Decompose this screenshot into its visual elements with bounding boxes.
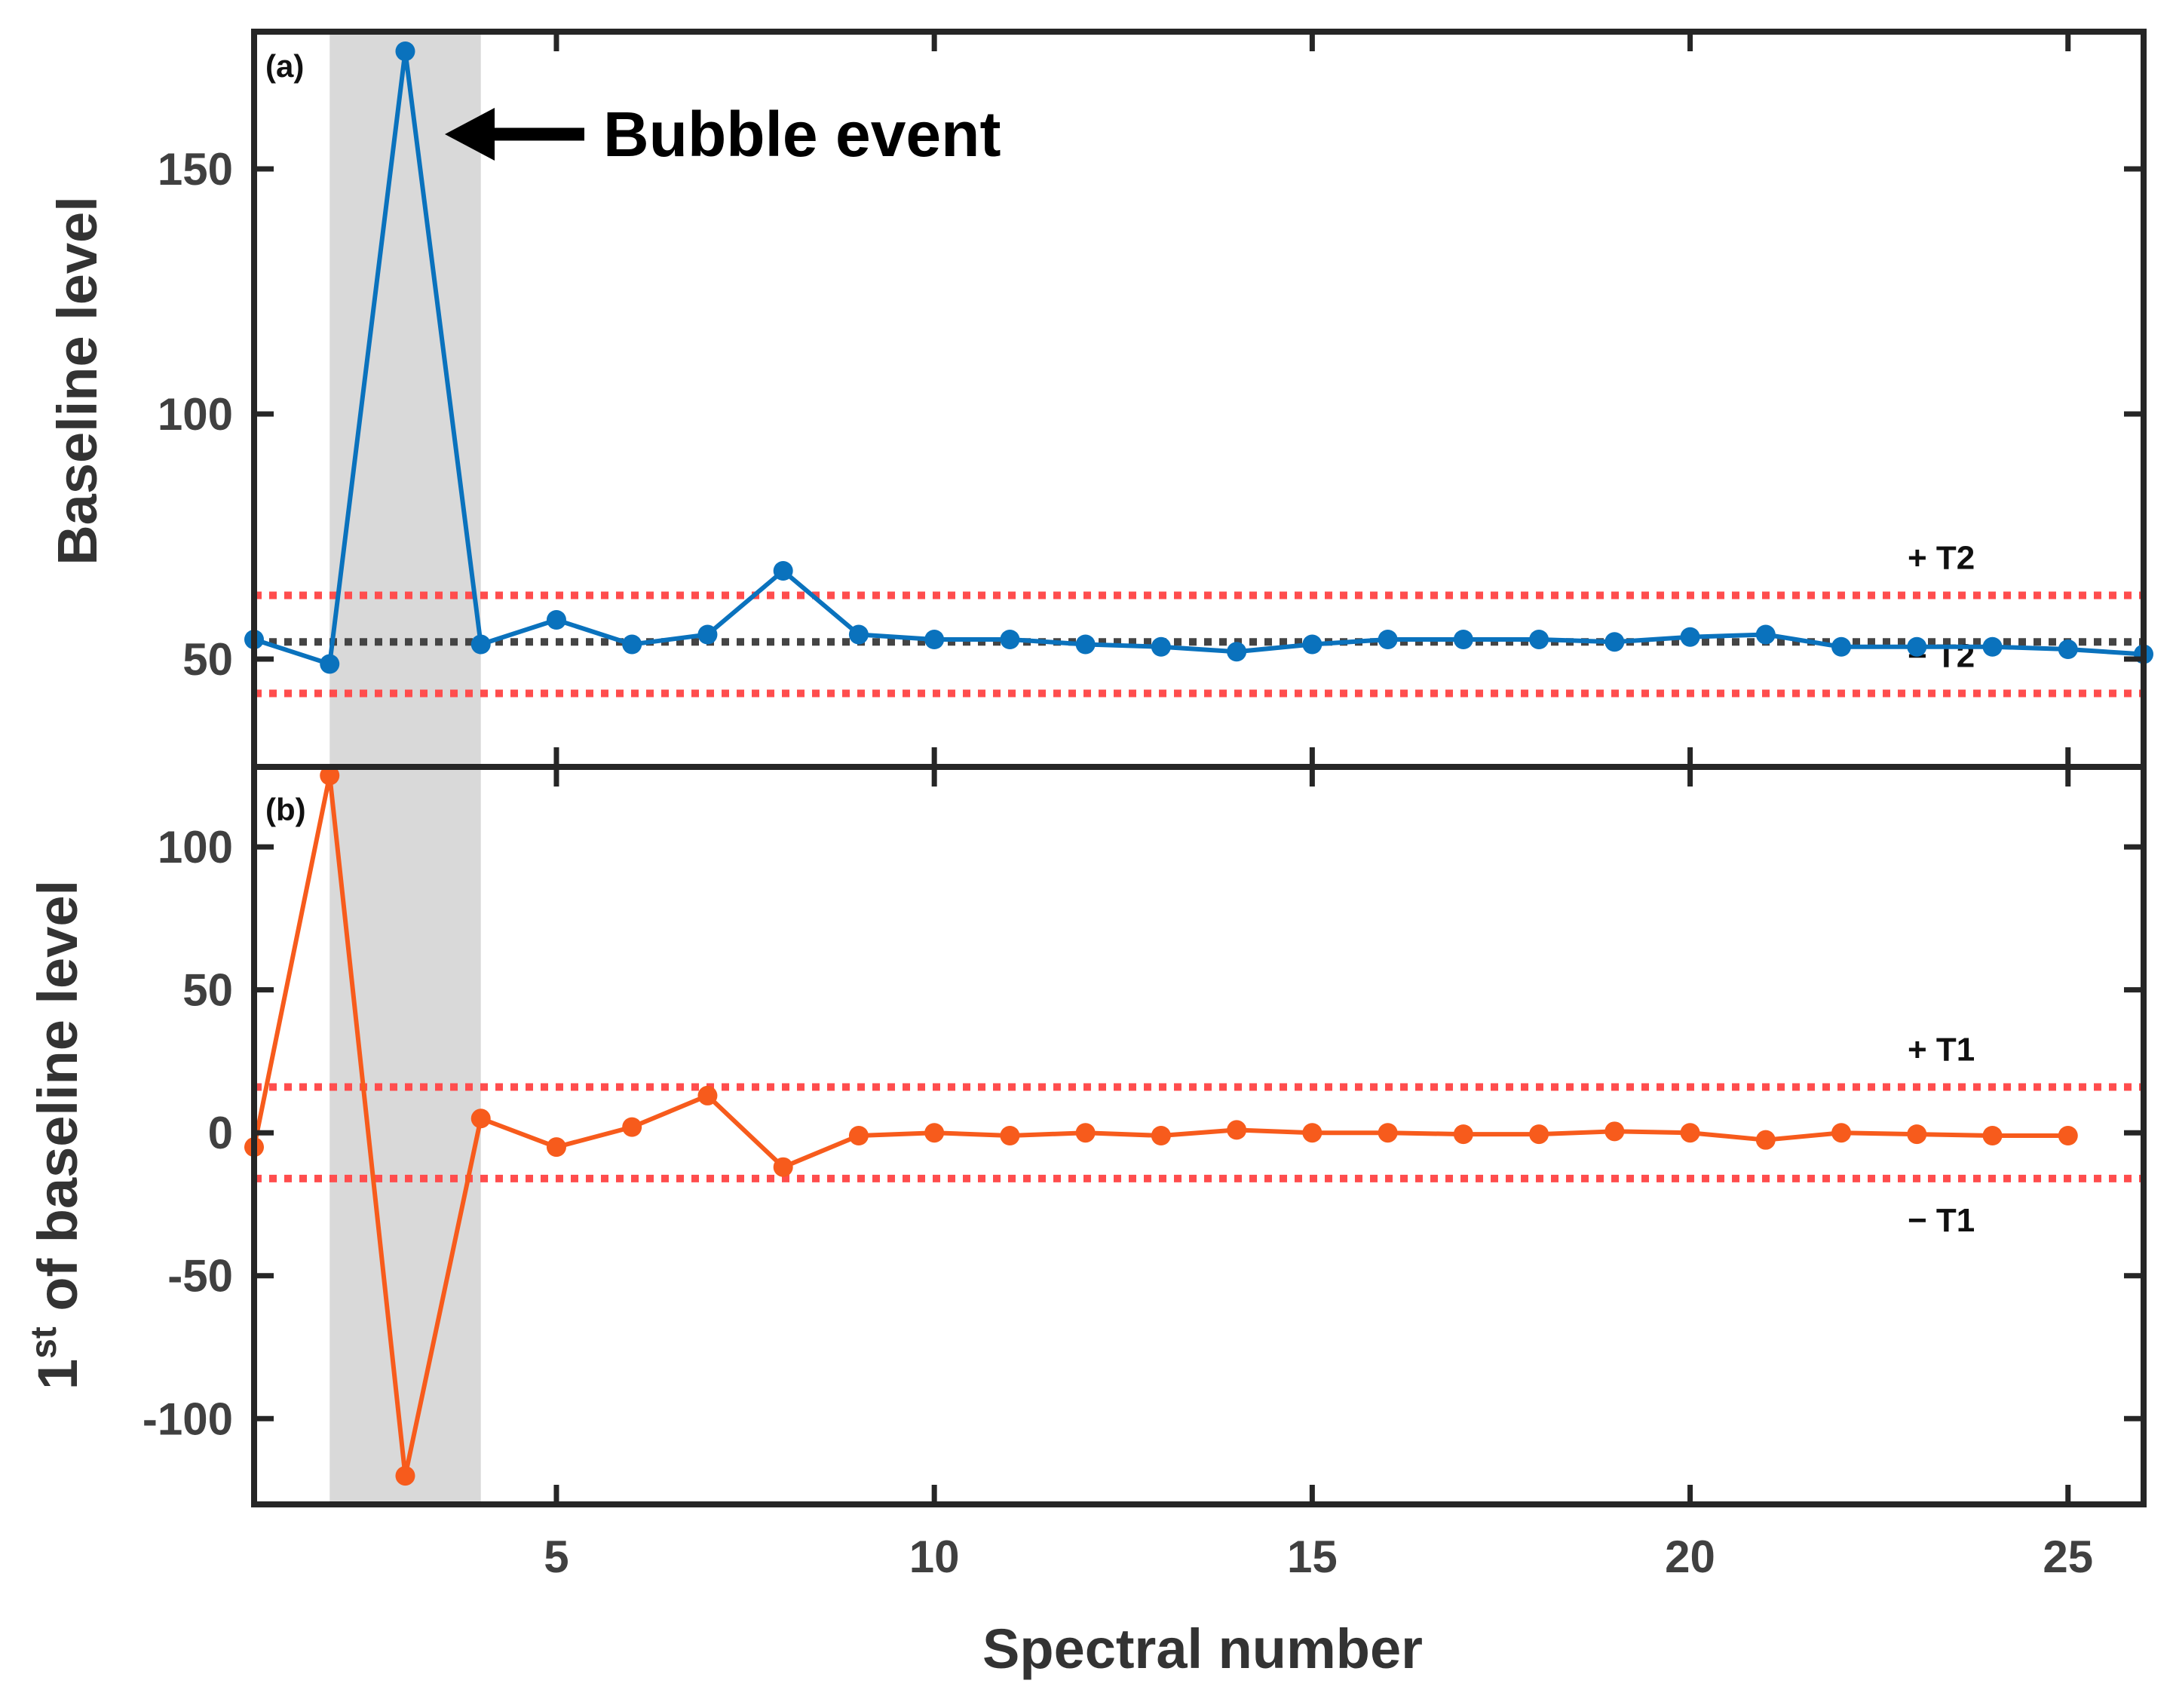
- panel-b-data-point: [622, 1117, 642, 1137]
- panel-a-data-point: [1604, 632, 1625, 652]
- panel-b-threshold-label-0: + T1: [1908, 1032, 1975, 1069]
- panel-a-data-point: [1982, 636, 2003, 657]
- panel-b-data-point: [1378, 1123, 1398, 1143]
- bubble-arrow-head: [445, 108, 495, 161]
- panel-b-data-point: [1982, 1126, 2003, 1145]
- panel-a-data-point: [320, 654, 340, 674]
- panel-a-data-point: [395, 41, 415, 61]
- panel-b-data-point: [1227, 1120, 1247, 1140]
- panel-a-data-point: [1227, 642, 1247, 662]
- panel-b-ytick-label: 50: [182, 965, 233, 1016]
- panel-b-data-point: [1831, 1123, 1852, 1143]
- panel-a-data-point: [1075, 634, 1096, 655]
- panel-a-bubble-region: [329, 32, 481, 767]
- panel-b-data-point: [1151, 1126, 1171, 1145]
- panel-b-data-point: [1755, 1130, 1776, 1150]
- panel-b-ylabel-rest: of baseline level: [26, 880, 89, 1326]
- panel-a-ytick-label: 100: [158, 389, 233, 440]
- panel-a-data-point: [848, 624, 869, 645]
- panel-a-ytick-label: 150: [158, 144, 233, 195]
- panel-b-data-point: [1453, 1124, 1473, 1145]
- panel-b-tag: (b): [265, 792, 306, 827]
- panel-a-data-point: [1680, 627, 1700, 647]
- panel-a-data-point: [1831, 636, 1852, 657]
- panel-b-data-point: [924, 1123, 945, 1143]
- panel-b-ytick-label: -50: [167, 1251, 233, 1302]
- panel-a-data-point: [773, 561, 793, 581]
- panel-a-data-point: [924, 630, 945, 649]
- panel-a-data-point: [470, 634, 491, 655]
- panel-a-data-point: [1302, 634, 1322, 655]
- panel-b-ylabel: 1st of baseline level: [24, 880, 89, 1390]
- panel-a-ytick-label: 50: [182, 634, 233, 685]
- panel-a-axes-frame: [251, 29, 2147, 770]
- panel-a-data-point: [1453, 630, 1473, 649]
- panel-a-data-point: [1000, 630, 1020, 649]
- panel-a-data-point: [1151, 636, 1171, 657]
- panel-b-data-point: [1680, 1123, 1700, 1143]
- panel-a-data-point: [546, 610, 566, 630]
- panel-b-data-point: [1302, 1123, 1322, 1143]
- panel-b-ylabel-sup: st: [24, 1326, 64, 1359]
- panel-a-series-line: [253, 49, 2144, 667]
- bubble-event-label: Bubble event: [603, 99, 1001, 170]
- panel-b-data-point: [1075, 1123, 1096, 1143]
- panel-b-bubble-region: [329, 767, 481, 1504]
- panel-b-data-point: [697, 1085, 718, 1105]
- panel-b-data-point: [773, 1157, 793, 1177]
- panel-b-data-point: [2058, 1126, 2078, 1145]
- panel-a-tag: (a): [265, 48, 304, 84]
- x-axis-title: Spectral number: [982, 1618, 1423, 1680]
- panel-b-data-point: [1000, 1126, 1020, 1145]
- panel-b-data-point: [395, 1466, 415, 1486]
- panel-b-data-point: [848, 1126, 869, 1145]
- bubble-annotation: Bubble event: [445, 99, 1001, 170]
- panel-a-data-point: [1529, 630, 1549, 649]
- panel-b-series-line: [252, 773, 2068, 1479]
- panel-b: + T1 − T1 -100 -50 0 50 100 5 10 15 20 25 (b) 1st …: [24, 764, 2147, 1680]
- x-tick-label: 15: [1287, 1532, 1338, 1582]
- panel-a-threshold-label-0: + T2: [1908, 540, 1975, 577]
- panel-a-data-point: [622, 634, 642, 655]
- panel-b-ytick-label: -100: [143, 1394, 233, 1444]
- panel-b-data-point: [1604, 1121, 1625, 1142]
- panel-b-data-point: [320, 765, 340, 786]
- x-tick-label: 10: [909, 1532, 960, 1582]
- panel-a-data-point: [1755, 624, 1776, 645]
- panel-a-data-point: [1907, 636, 1927, 657]
- panel-b-data-point: [546, 1137, 566, 1158]
- x-tick-label: 25: [2043, 1532, 2093, 1582]
- panel-b-threshold-label-1: − T1: [1908, 1202, 1975, 1239]
- panel-b-ytick-label: 0: [208, 1108, 233, 1158]
- panel-b-ylabel-base: 1: [26, 1359, 89, 1390]
- panel-a-ylabel: Baseline level: [46, 196, 109, 566]
- panel-a-data-point: [697, 624, 718, 645]
- panel-b-ytick-label: 100: [158, 822, 233, 872]
- panel-b-data-point: [1529, 1124, 1549, 1145]
- x-tick-label: 5: [544, 1532, 569, 1582]
- panel-b-axes-frame: [251, 764, 2147, 1507]
- panel-a-data-point: [1378, 630, 1398, 649]
- panel-b-data-point: [1907, 1124, 1927, 1145]
- panel-b-data-point: [470, 1109, 491, 1129]
- x-tick-label: 20: [1665, 1532, 1715, 1582]
- panel-a-data-point: [2058, 639, 2078, 659]
